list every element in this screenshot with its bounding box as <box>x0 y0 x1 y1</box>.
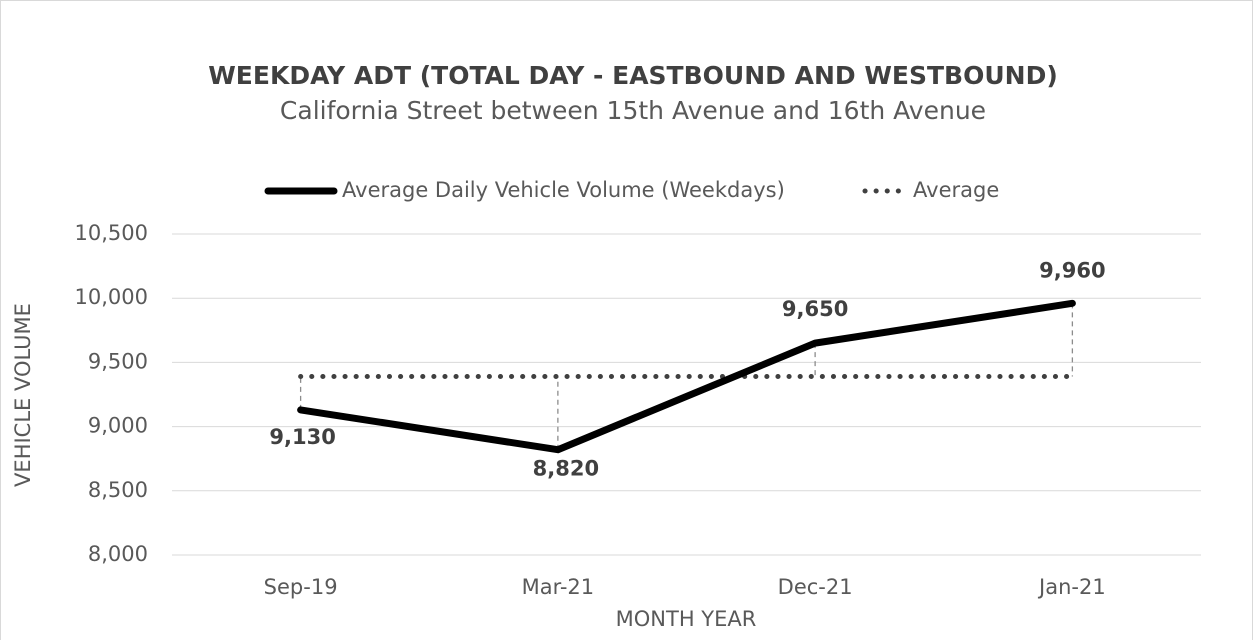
x-tick-label: Mar-21 <box>522 575 595 599</box>
legend-label: Average <box>913 178 999 202</box>
y-axis-label: VEHICLE VOLUME <box>11 303 35 487</box>
x-axis-label: MONTH YEAR <box>616 607 757 631</box>
y-tick-label: 9,000 <box>88 414 148 438</box>
data-label: 8,820 <box>533 457 599 481</box>
x-tick-label: Dec-21 <box>778 575 853 599</box>
legend-label: Average Daily Vehicle Volume (Weekdays) <box>342 178 785 202</box>
data-label: 9,650 <box>782 297 848 321</box>
y-tick-label: 9,500 <box>88 349 148 373</box>
x-tick-label: Sep-19 <box>264 575 338 599</box>
chart-title: WEEKDAY ADT (TOTAL DAY - EASTBOUND AND W… <box>208 61 1058 90</box>
y-tick-label: 10,000 <box>75 285 148 309</box>
data-label: 9,130 <box>269 425 335 449</box>
x-tick-label: Jan-21 <box>1037 575 1106 599</box>
chart-subtitle: California Street between 15th Avenue an… <box>280 96 986 125</box>
y-tick-label: 8,000 <box>88 542 148 566</box>
y-tick-label: 8,500 <box>88 478 148 502</box>
y-tick-label: 10,500 <box>75 221 148 245</box>
series-line <box>297 299 1076 454</box>
data-label: 9,960 <box>1039 258 1105 282</box>
